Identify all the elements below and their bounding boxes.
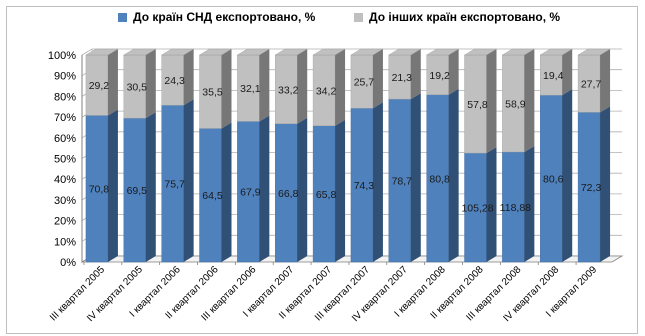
- legend-label-other: До інших країн експортовано, %: [369, 10, 561, 24]
- data-label-cis: 72,3: [581, 182, 602, 194]
- bar-other-side: [297, 49, 308, 124]
- bar-cis-side: [221, 122, 232, 262]
- y-tick-label: 80%: [54, 91, 76, 103]
- y-tick-label: 60%: [54, 133, 76, 145]
- legend-label-cis: До країн СНД експортовано, %: [133, 10, 316, 24]
- y-tick-label: 100%: [48, 50, 76, 62]
- bar-top: [274, 48, 308, 56]
- bar-other-side: [221, 49, 232, 129]
- data-label-cis: 67,9: [240, 187, 261, 199]
- bar-other-side: [372, 49, 383, 109]
- y-tick-label: 90%: [54, 71, 76, 83]
- data-label-cis: 80,6: [543, 174, 564, 186]
- bar-other-side: [486, 49, 497, 154]
- bar-top: [198, 48, 233, 56]
- y-tick-label: 20%: [54, 216, 76, 228]
- bar-other-side: [448, 49, 459, 95]
- bar-cis-side: [524, 145, 535, 262]
- bar-other-side: [183, 49, 194, 106]
- data-label-other: 21,3: [392, 72, 413, 84]
- bar-top: [539, 48, 573, 56]
- data-label-other: 19,4: [543, 70, 564, 82]
- data-label-cis: 105,28: [461, 203, 493, 215]
- y-tick-label: 70%: [54, 112, 76, 124]
- chart-legend: До країн СНД експортовано, % До інших кр…: [0, 10, 645, 30]
- data-label-cis: 118,88: [500, 202, 531, 214]
- legend-swatch-cis: [118, 12, 127, 22]
- bar-other-side: [562, 49, 573, 96]
- bar-top: [123, 48, 157, 56]
- data-label-cis: 65,8: [316, 189, 337, 201]
- y-tick-label: 10%: [54, 236, 76, 248]
- bar-cis-side: [410, 93, 421, 262]
- bar-top: [577, 48, 611, 56]
- bar-other-side: [145, 49, 156, 119]
- data-label-cis: 74,3: [354, 180, 375, 192]
- y-tick-label: 30%: [54, 195, 76, 207]
- data-label-cis: 78,7: [392, 176, 413, 188]
- bar-cis-side: [145, 112, 156, 262]
- data-labels-layer: 70,8 29,2 69,5 30,5 75,7 24,3 64,5 35,5 67,9 32,1…: [89, 70, 602, 215]
- data-label-other: 24,3: [164, 75, 185, 87]
- bar-cis-side: [297, 117, 308, 262]
- legend-item-other: До інших країн експортовано, %: [354, 10, 560, 24]
- bar-top: [312, 48, 346, 56]
- bar-cis-side: [486, 147, 497, 262]
- data-label-cis: 69,5: [127, 185, 148, 197]
- bar-other-side: [107, 49, 118, 116]
- data-label-cis: 64,5: [202, 190, 223, 202]
- y-tick-label: 40%: [54, 174, 76, 186]
- bar-top: [350, 48, 384, 56]
- data-label-other: 25,7: [354, 77, 375, 89]
- bar-other-side: [335, 49, 346, 126]
- data-label-other: 57,8: [467, 99, 488, 111]
- data-label-cis: 66,8: [278, 188, 299, 200]
- bar-top: [236, 48, 271, 56]
- bar-cis-side: [259, 115, 270, 263]
- bar-top: [501, 48, 536, 56]
- bar-cis-side: [107, 109, 118, 262]
- legend-swatch-other: [354, 12, 363, 22]
- data-label-other: 30,5: [127, 82, 148, 94]
- data-label-other: 19,2: [429, 70, 450, 82]
- bar-top: [85, 48, 119, 56]
- bars-layer: [85, 48, 611, 263]
- data-label-other: 29,2: [89, 80, 110, 92]
- bar-top: [463, 48, 498, 56]
- bar-cis-side: [183, 99, 194, 263]
- bar-other-side: [410, 49, 421, 100]
- bar-cis-side: [335, 119, 346, 262]
- data-label-other: 34,2: [316, 85, 337, 97]
- bar-top: [388, 48, 422, 56]
- data-label-cis: 75,7: [164, 179, 185, 191]
- bar-cis-side: [562, 89, 573, 263]
- bar-top: [425, 48, 460, 56]
- data-label-other: 35,5: [202, 87, 223, 99]
- bar-other-side: [259, 49, 270, 122]
- bar-other-side: [600, 49, 611, 113]
- y-tick-label: 50%: [54, 154, 76, 166]
- data-label-other: 32,1: [240, 83, 261, 95]
- data-label-other: 33,2: [278, 84, 299, 96]
- bar-top: [160, 48, 195, 56]
- bar-cis-side: [372, 102, 383, 262]
- data-label-other: 58,9: [505, 98, 526, 110]
- data-label-cis: 70,8: [89, 184, 110, 196]
- data-label-other: 27,7: [581, 79, 602, 91]
- bar-cis-side: [448, 88, 459, 262]
- bar-cis-side: [600, 106, 611, 263]
- bar-other-side: [524, 49, 535, 152]
- legend-item-cis: До країн СНД експортовано, %: [118, 10, 315, 24]
- data-label-cis: 80,8: [429, 173, 450, 185]
- y-tick-label: 0%: [60, 257, 76, 269]
